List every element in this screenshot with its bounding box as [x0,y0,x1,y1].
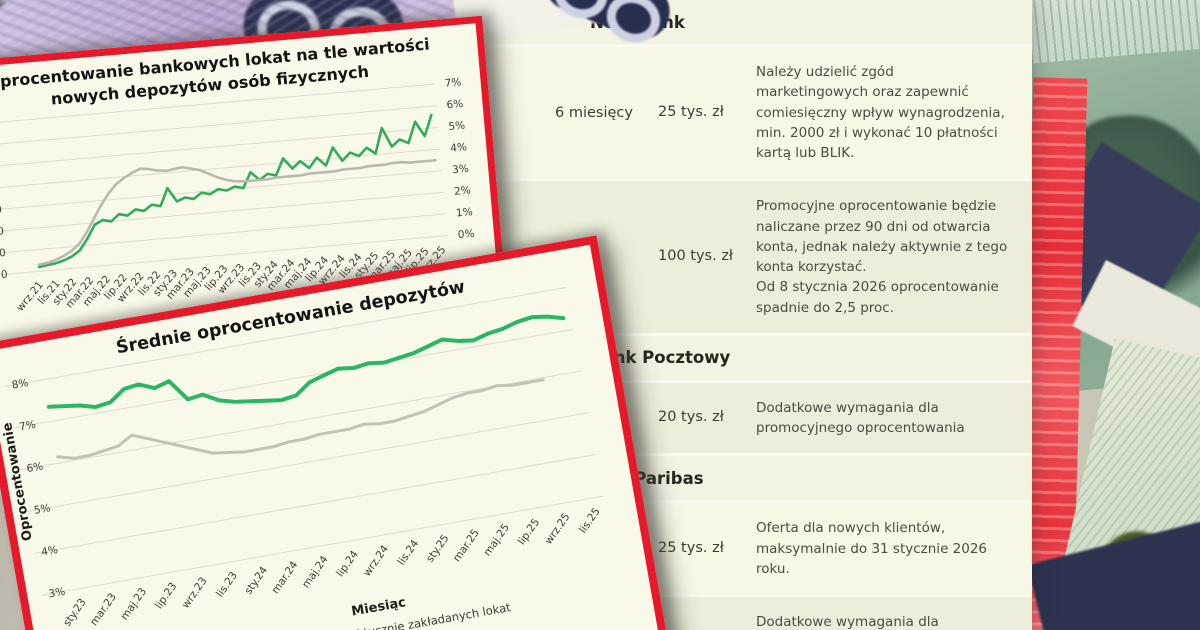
y-left-tick-label: 40 000 [0,182,1,197]
y-left-tick-label: 0 [0,269,8,282]
gridline [4,287,567,387]
x-tick-label: wrz.25 [543,511,573,547]
gridline [11,328,574,429]
y-right-tick-label: 2% [454,185,472,198]
y-right-tick-label: 3% [452,163,470,176]
amount-cell: 25 tys. zł [658,540,724,557]
y-left-tick-label: 6% [26,460,45,475]
amount-cell: 25 tys. zł [658,104,724,121]
chart2-plot: 3%4%5%6%7%8%sty.23 mar.23 maj.23 lip.23 wrz.… [0,287,603,629]
x-tick-label: maj.25 [481,522,512,559]
gridline [0,191,445,233]
y-right-tick-label: 0% [457,228,475,241]
x-tick-label: lis.23 [214,570,240,600]
x-axis-title: Miesiąc [350,595,407,619]
y-right-tick-label: 5% [448,120,466,133]
x-tick-label: maj.24 [300,554,331,591]
gridline [26,412,589,513]
y-left-tick-label: 10 000 [0,247,6,262]
x-tick-label: mar.24 [269,559,300,596]
y-left-tick-label: 4% [40,544,59,559]
x-tick-label: mar.23 [88,591,119,628]
gridline [34,454,596,554]
series-line [37,159,437,267]
x-tick-label: lis.25 [577,506,603,536]
series-line [37,113,433,269]
x-tick-label: lip.25 [516,516,543,547]
gridline [0,127,439,168]
x-tick-label: sty.23 [61,596,89,628]
y-right-tick-label: 4% [450,141,468,154]
y-left-tick-label: 5% [33,502,52,517]
x-tick-label: sty.25 [424,532,452,564]
x-tick-label: mar.25 [451,527,482,564]
gridline [0,83,435,125]
gridline [0,105,437,147]
gridline [0,235,448,276]
series-line [46,314,566,409]
x-tick-label: wrz.24 [361,543,391,579]
x-tick-label: wrz.23 [180,575,210,611]
x-tick-label: lis.24 [395,538,421,568]
conditions-cell: Oferta dla nowych klientów, maksymalnie … [756,520,988,577]
y-right-tick-label: 7% [444,76,462,89]
series-line [56,378,545,460]
banknote-serial: ES12 [0,0,11,38]
conditions-cell: Promocyjne oprocentowanie będzie nalicza… [756,198,1008,316]
amount-cell: 20 tys. zł [658,409,724,426]
x-tick-label: sty.24 [243,564,271,597]
amount-cell: 100 tys. zł [658,248,734,265]
y-right-tick-label: 6% [446,98,464,111]
y-left-tick-label: 8% [11,377,30,392]
conditions-cell: Dodatkowe wymagania dla promocyjnego opr… [756,399,965,436]
conditions-cell: Dodatkowe wymagania dla promocyjnego opr… [756,614,939,630]
x-tick-label: maj.23 [119,586,150,623]
period-cell: 6 miesięcy [555,104,633,121]
chart-panel-average-deposit-rates: Średnie oprocentowanie depozytów 3% 4% 5% 6… [0,235,683,630]
x-tick-label: lip.23 [153,580,180,611]
chart-panel-rates-vs-new-deposits: Oprocentowanie bankowych lokat na tle wa… [0,15,510,379]
y-left-tick-label: 3% [48,586,67,601]
y-right-tick-label: 1% [456,206,474,219]
y-left-tick-label: 20 000 [0,225,4,240]
y-left-tick-label: 30 000 [0,204,3,219]
x-tick-label: lip.24 [334,548,361,579]
conditions-cell: Należy udzielić zgód marketingowych oraz… [756,64,1005,161]
gridline [0,148,441,190]
y-left-tick-label: 7% [18,419,37,434]
gridline [41,495,603,596]
gridline [0,213,447,255]
